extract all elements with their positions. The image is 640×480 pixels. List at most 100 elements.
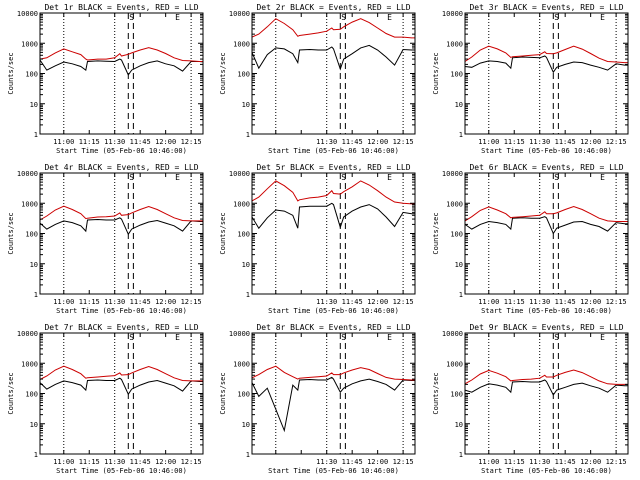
series-events-line [251,202,415,230]
x-tick-label: 12:15 [393,298,414,306]
plot-frame [464,12,629,135]
y-tick-label: 1000 [446,40,463,48]
marker-s: S [341,13,346,22]
x-tick-label: 11:00 [478,138,499,146]
x-tick-label: 12:15 [606,298,627,306]
y-axis-label: Counts/sec [432,212,440,254]
series-events-line [464,216,628,235]
x-tick-label: 12:00 [367,138,388,146]
x-tick-label: 12:15 [606,138,627,146]
x-tick-label: 11:45 [342,298,363,306]
y-tick-label: 100 [25,71,38,79]
x-tick-label: 11:15 [79,138,100,146]
marker-s: S [554,333,559,342]
series-events-line [464,379,628,396]
y-tick-label: 1 [459,291,463,299]
y-tick-label: 10 [30,101,38,109]
y-tick-label: 1000 [446,200,463,208]
x-tick-label: 12:00 [155,298,176,306]
y-tick-label: 10 [455,101,463,109]
panel-title: Det 9r BLACK = Events, RED = LLD [469,323,623,332]
x-tick-label: 12:15 [393,138,414,146]
marker-e: E [387,173,392,182]
y-tick-label: 10 [455,421,463,429]
y-tick-label: 10000 [229,10,250,18]
y-tick-label: 10000 [229,330,250,338]
x-axis-label: Start Time (05-Feb-06 10:46:00) [481,467,612,475]
marker-e: E [175,333,180,342]
y-tick-label: 10 [242,101,250,109]
marker-e: E [600,13,605,22]
marker-s: S [554,13,559,22]
y-tick-label: 100 [450,231,463,239]
y-tick-label: 10000 [17,170,38,178]
marker-s: S [341,333,346,342]
y-tick-label: 1 [246,131,250,139]
y-axis-label: Counts/sec [219,372,227,414]
y-tick-label: 1 [34,291,38,299]
x-tick-label: 12:00 [155,138,176,146]
x-tick-label: 11:00 [478,298,499,306]
y-tick-label: 1 [34,451,38,459]
x-tick-label: 12:00 [580,458,601,466]
plot-frame [251,332,416,455]
y-tick-label: 1 [459,131,463,139]
y-tick-label: 100 [237,231,250,239]
y-tick-label: 1000 [21,360,38,368]
y-tick-label: 1000 [233,40,250,48]
y-tick-label: 10 [30,421,38,429]
y-tick-label: 100 [237,391,250,399]
x-tick-label: 12:00 [155,458,176,466]
x-tick-label: 11:15 [79,298,100,306]
x-axis-label: Start Time (05-Feb-06 10:46:00) [268,467,399,475]
x-tick-label: 12:15 [181,138,202,146]
y-tick-label: 1000 [21,200,38,208]
y-tick-label: 10 [30,261,38,269]
y-tick-label: 10000 [17,10,38,18]
x-tick-label: 11:45 [342,458,363,466]
y-tick-label: 10000 [442,170,463,178]
y-tick-label: 100 [450,391,463,399]
x-tick-label: 11:30 [316,138,337,146]
marker-s: S [341,173,346,182]
series-events-line [39,58,203,76]
x-tick-label: 11:00 [53,138,74,146]
panel-title: Det 5r BLACK = Events, RED = LLD [256,163,410,172]
panel-title: Det 7r BLACK = Events, RED = LLD [44,323,198,332]
x-tick-label: 11:00 [53,298,74,306]
y-tick-label: 10000 [229,170,250,178]
y-tick-label: 10 [242,421,250,429]
y-tick-label: 1 [246,451,250,459]
series-events-line [251,376,415,433]
y-tick-label: 10 [242,261,250,269]
x-axis-label: Start Time (05-Feb-06 10:46:00) [56,467,187,475]
plot-frame [464,332,629,455]
x-tick-label: 12:15 [393,458,414,466]
x-tick-label: 11:30 [529,138,550,146]
x-axis-label: Start Time (05-Feb-06 10:46:00) [481,147,612,155]
panel-title: Det 6r BLACK = Events, RED = LLD [469,163,623,172]
plot-frame [39,12,204,135]
series-events-line [39,377,203,396]
x-tick-label: 11:15 [504,138,525,146]
x-tick-label: 11:30 [316,298,337,306]
x-tick-label: 11:45 [555,298,576,306]
y-tick-label: 10000 [442,10,463,18]
x-tick-label: 12:15 [181,298,202,306]
x-tick-label: 12:00 [367,458,388,466]
x-tick-label: 12:00 [580,138,601,146]
x-tick-label: 11:45 [555,458,576,466]
marker-e: E [387,333,392,342]
marker-e: E [387,13,392,22]
x-tick-label: 11:45 [342,138,363,146]
x-tick-label: 11:45 [555,138,576,146]
series-events-line [251,44,415,71]
x-axis-label: Start Time (05-Feb-06 10:46:00) [268,147,399,155]
x-tick-label: 11:45 [130,298,151,306]
